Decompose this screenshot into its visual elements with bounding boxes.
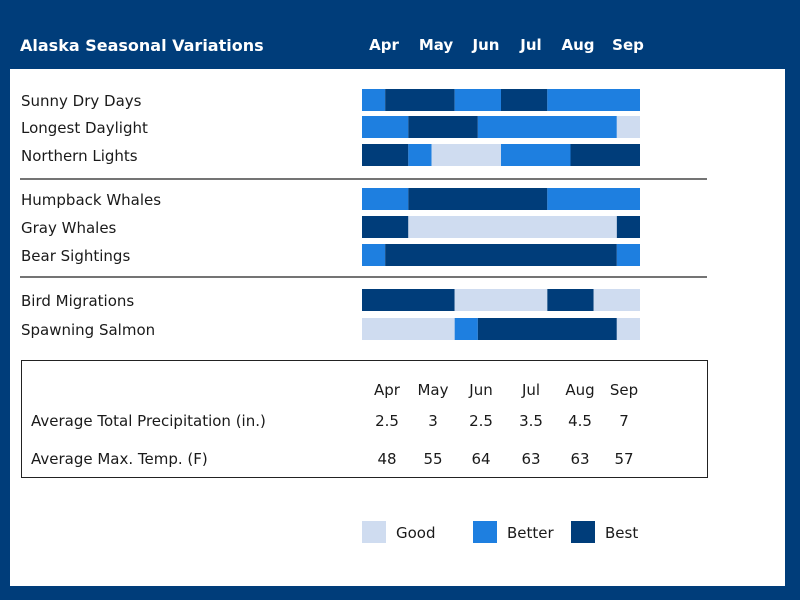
season-segment-better [362,188,409,210]
climate-table: Apr May Jun Jul Aug Sep Average Total Pr… [21,360,708,478]
season-segment-good [616,318,640,340]
season-segment-best [385,244,617,266]
table-cell: 3 [428,412,438,430]
legend-swatch-better [473,521,497,543]
season-segment-best [362,216,409,238]
season-segment-best [547,289,594,311]
month-header-may: May [418,36,454,54]
season-segment-better [477,116,617,138]
row-label: Gray Whales [21,219,117,237]
season-segment-better [362,244,386,266]
table-cell: 63 [570,450,590,468]
season-segment-better [408,144,432,166]
season-segment-best [408,188,548,210]
season-segment-best [477,318,617,340]
row-label: Bear Sightings [21,247,130,265]
season-segment-good [454,289,548,311]
table-row-label-precipitation: Average Total Precipitation (in.) [31,412,266,430]
table-cell: 2.5 [469,412,493,430]
table-col-sep: Sep [609,381,639,399]
season-segment-best [362,144,409,166]
season-segment-best [385,89,455,111]
table-cell: 57 [614,450,634,468]
row-label: Longest Daylight [21,119,148,137]
legend-swatch-best [571,521,595,543]
season-segment-better [454,318,478,340]
legend-label-better: Better [507,524,554,542]
season-segment-better [616,244,640,266]
season-segment-better [454,89,501,111]
season-bars-chart: Sunny Dry Days Longest Daylight Northern L… [20,89,707,340]
row-label: Humpback Whales [21,191,161,209]
table-cell: 7 [619,412,629,430]
table-row-label-temperature: Average Max. Temp. (F) [31,450,208,468]
month-header-apr: Apr [369,36,399,54]
season-segment-better [501,144,571,166]
month-header-jul: Jul [520,36,542,54]
legend-label-best: Best [605,524,639,542]
season-segment-best [570,144,640,166]
table-col-jun: Jun [469,381,493,399]
row-label: Spawning Salmon [21,321,155,339]
chart-panel: Sunny Dry Days Longest Daylight Northern L… [10,69,785,586]
season-segment-better [362,116,409,138]
table-cell: 48 [377,450,397,468]
season-segment-better [547,188,640,210]
table-col-may: May [417,381,449,399]
season-segment-best [408,116,478,138]
season-segment-best [616,216,640,238]
season-segment-best [501,89,548,111]
row-label: Bird Migrations [21,292,134,310]
season-segment-good [593,289,640,311]
season-segment-good [431,144,501,166]
month-header-aug: Aug [561,36,595,54]
table-col-aug: Aug [565,381,595,399]
month-header-jun: Jun [472,36,500,54]
season-segment-better [362,89,386,111]
table-cell: 3.5 [519,412,543,430]
table-cell: 4.5 [568,412,592,430]
chart-title: Alaska Seasonal Variations [20,36,264,55]
table-cell: 63 [521,450,541,468]
legend-swatch-good [362,521,386,543]
table-col-jul: Jul [521,381,541,399]
row-label: Sunny Dry Days [21,92,142,110]
table-col-apr: Apr [374,381,400,399]
season-segment-good [408,216,617,238]
table-cell: 2.5 [375,412,399,430]
month-header-sep: Sep [612,36,644,54]
season-segment-better [547,89,640,111]
row-label: Northern Lights [21,147,138,165]
legend-label-good: Good [396,524,436,542]
season-segment-good [616,116,640,138]
season-segment-good [362,318,455,340]
table-cell: 64 [471,450,491,468]
season-segment-best [362,289,455,311]
table-cell: 55 [423,450,443,468]
